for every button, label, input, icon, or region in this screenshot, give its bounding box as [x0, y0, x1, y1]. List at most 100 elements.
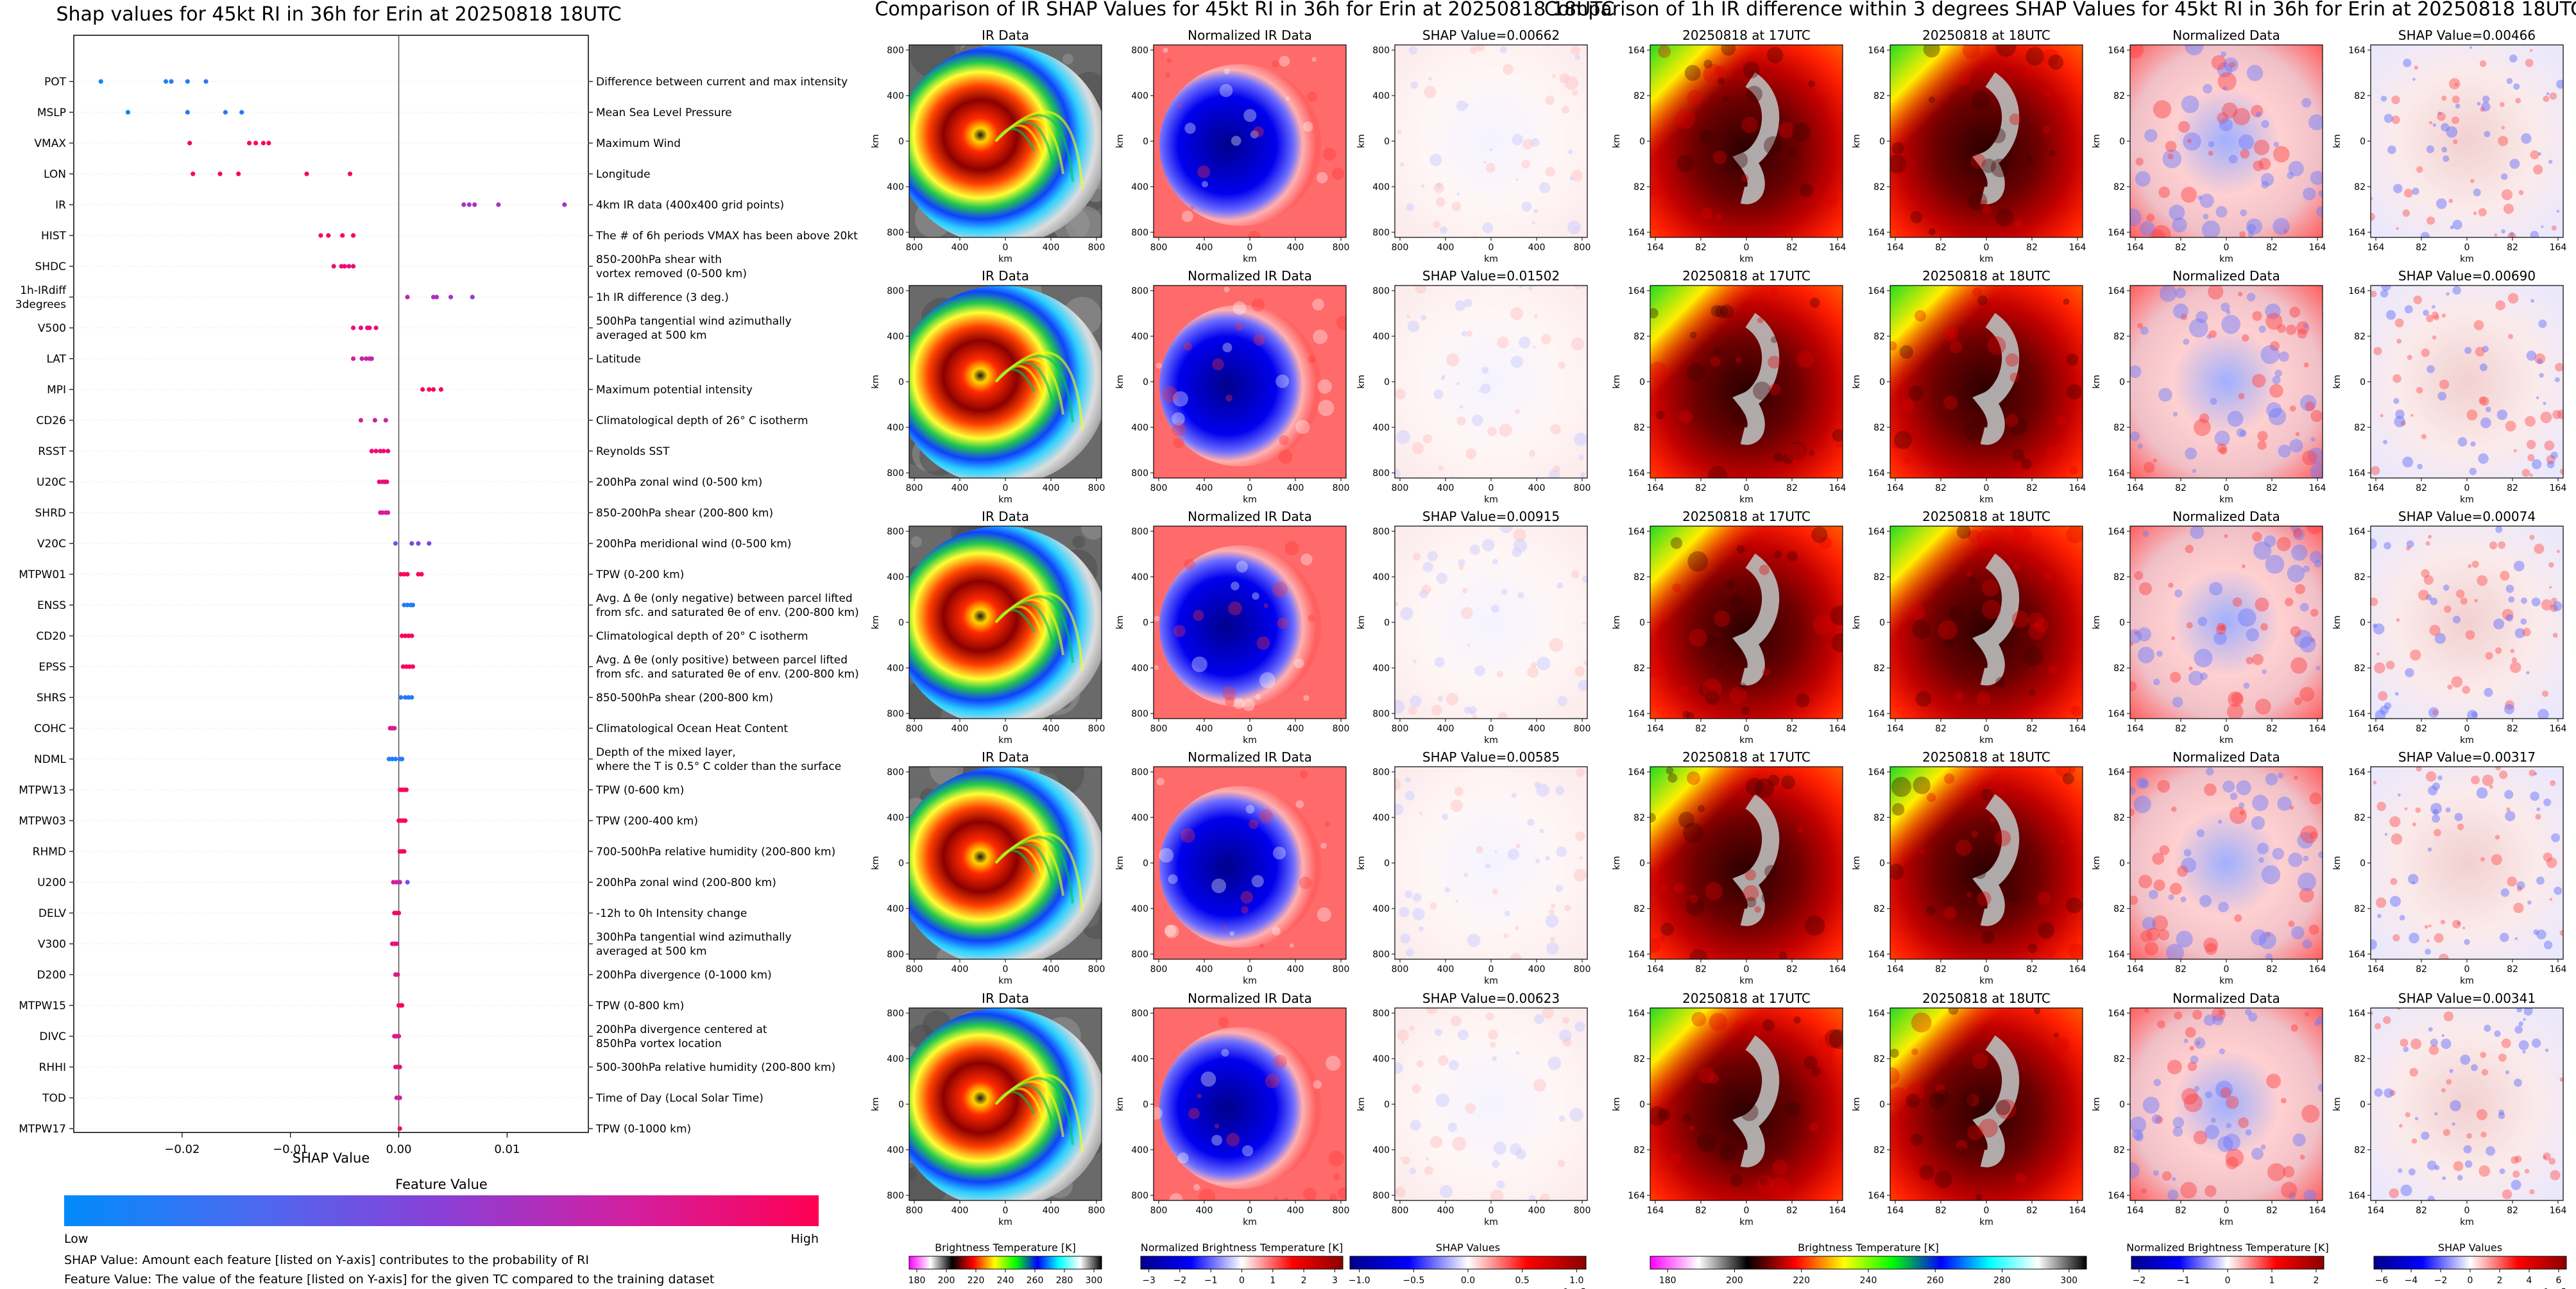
y-axis-label: km [1356, 375, 1367, 389]
y-axis-label: km [1115, 856, 1125, 870]
x-tick-label: 164 [2309, 724, 2326, 734]
y-axis-label: km [1612, 375, 1622, 389]
x-axis-label: km [1739, 976, 1753, 986]
feature-code-label: 1h-IRdiff 3degrees [15, 284, 67, 311]
x-tick-label: 164 [2309, 1206, 2326, 1216]
x-tick-label: 800 [1333, 724, 1350, 734]
heatmap-image [1650, 526, 1843, 719]
y-tick-label: 0 [1384, 1100, 1390, 1110]
y-tick-label: 0 [2119, 618, 2125, 628]
shap-point [438, 387, 443, 392]
y-tick-label: 400 [887, 423, 904, 433]
y-tick-label: 0 [1143, 618, 1148, 628]
shap-point [399, 1003, 405, 1008]
x-tick-label: 800 [1392, 724, 1409, 734]
colorbar-tick-label: 180 [1659, 1276, 1676, 1286]
x-tick-label: 400 [1196, 483, 1213, 493]
shap-point [191, 171, 196, 176]
colorbar-label: Brightness Temperature [K] [935, 1242, 1076, 1254]
y-tick-label: 164 [1628, 1009, 1645, 1019]
x-tick-label: 164 [2069, 964, 2086, 975]
shap-point [383, 418, 388, 423]
feature-description: 200hPa divergence centered at 850hPa vort… [596, 1023, 767, 1050]
y-tick-label: 800 [887, 228, 904, 238]
subplot-title: 20250818 at 18UTC [1922, 991, 2051, 1006]
y-tick-label: 400 [1131, 1145, 1148, 1156]
x-tick-label: 82 [1786, 1206, 1798, 1216]
x-tick-label: 800 [1333, 483, 1350, 493]
shap-point [389, 756, 395, 762]
y-axis-label: km [1852, 134, 1862, 148]
shap-point [466, 202, 472, 207]
y-axis-label: km [871, 375, 881, 389]
y-tick-label: 82 [2354, 572, 2366, 583]
y-tick-label: 0 [2360, 618, 2366, 628]
y-tick-label: 164 [2108, 46, 2125, 56]
x-tick-label: 82 [2416, 724, 2427, 734]
y-tick-label: 82 [2354, 182, 2366, 192]
y-tick-label: 400 [1372, 663, 1390, 674]
feature-description: 4km IR data (400x400 grid points) [596, 199, 784, 212]
heatmap-image [1395, 45, 1587, 237]
y-tick-label: 0 [1879, 137, 1885, 147]
shap-point [397, 880, 402, 885]
y-tick-label: 0 [1879, 377, 1885, 388]
y-tick-label: 164 [2108, 228, 2125, 238]
feature-code-label: CD20 [36, 630, 66, 643]
y-tick-label: 0 [1639, 137, 1645, 147]
y-axis-label: km [2092, 1097, 2102, 1111]
shap-point [236, 171, 241, 176]
x-tick-label: 400 [1196, 243, 1213, 253]
subplot-title: SHAP Value=0.00317 [2398, 749, 2536, 765]
colorbar-tick-label: 260 [1927, 1276, 1944, 1286]
y-tick-label: 800 [1131, 950, 1148, 960]
x-tick-label: 0 [1744, 483, 1750, 493]
colorbar-tick-label: 260 [1027, 1276, 1044, 1286]
y-tick-label: 0 [1384, 618, 1390, 628]
shap-point [404, 664, 409, 669]
x-tick-label: 82 [2416, 483, 2427, 493]
x-tick-label: 800 [906, 964, 923, 975]
shap-point [203, 79, 209, 84]
x-tick-label: 164 [2550, 243, 2567, 253]
x-tick-label: 400 [1043, 964, 1060, 975]
shap-point [427, 387, 432, 392]
shap-point [402, 602, 407, 608]
y-tick-label: 0 [898, 137, 904, 147]
x-tick-label: 82 [1695, 1206, 1707, 1216]
y-tick-label: 82 [1873, 813, 1885, 823]
x-axis-label: km [998, 254, 1012, 264]
shap-point [378, 448, 383, 454]
y-tick-label: 0 [2360, 377, 2366, 388]
x-tick-label: 400 [1528, 483, 1546, 493]
y-tick-label: 164 [1628, 46, 1645, 56]
heatmap-image [1890, 45, 2083, 237]
y-tick-label: 400 [1372, 813, 1390, 823]
y-tick-label: 0 [1639, 377, 1645, 388]
shap-point [394, 941, 399, 946]
x-tick-label: 0.00 [386, 1143, 411, 1156]
y-tick-label: 164 [2348, 468, 2366, 479]
colorbar-tick-label: −3 [1142, 1276, 1156, 1286]
y-tick-label: 800 [1372, 46, 1390, 56]
y-tick-label: 164 [2108, 1191, 2125, 1201]
feature-description: TPW (0-600 km) [595, 784, 684, 797]
y-axis-label: km [871, 1097, 881, 1111]
x-axis-label: km [2219, 495, 2233, 505]
x-tick-label: 82 [1935, 243, 1947, 253]
y-tick-label: 800 [887, 1009, 904, 1019]
x-tick-label: 400 [1528, 243, 1546, 253]
feature-description: 200hPa divergence (0-1000 km) [596, 969, 772, 982]
x-tick-label: 400 [1043, 1206, 1060, 1216]
feature-description: 300hPa tangential wind azimuthally averag… [596, 931, 792, 958]
x-tick-label: 0 [1247, 964, 1253, 975]
feature-code-label: MTPW15 [19, 1000, 66, 1012]
x-tick-label: 82 [2416, 1206, 2427, 1216]
y-tick-label: 400 [887, 91, 904, 101]
x-tick-label: 164 [2309, 964, 2326, 975]
ir-panel-title: Comparison of IR SHAP Values for 45kt RI… [874, 0, 1614, 21]
y-tick-label: 0 [898, 1100, 904, 1110]
subplot-title: 20250818 at 18UTC [1922, 509, 2051, 524]
y-tick-label: 164 [2108, 468, 2125, 479]
x-tick-label: 400 [1528, 724, 1546, 734]
